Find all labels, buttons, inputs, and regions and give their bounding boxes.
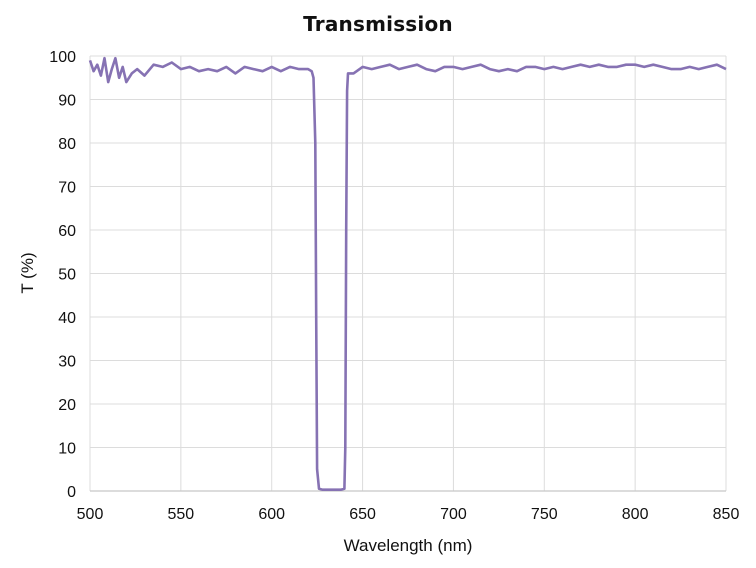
- x-tick-label: 800: [622, 506, 649, 523]
- x-tick-label: 750: [531, 506, 558, 523]
- y-axis-label: T (%): [18, 252, 37, 293]
- x-tick-label: 700: [440, 506, 467, 523]
- grid-lines: [89, 55, 727, 491]
- x-tick-label: 850: [713, 506, 740, 523]
- chart-title: Transmission: [303, 12, 453, 36]
- y-axis-ticks: 0 10 20 30 40 50 60 70 80 90 100: [49, 49, 76, 501]
- x-tick-label: 550: [168, 506, 195, 523]
- x-axis-label: Wavelength (nm): [344, 536, 473, 555]
- y-tick-label: 60: [58, 223, 76, 240]
- y-tick-label: 10: [58, 441, 76, 458]
- y-tick-label: 100: [49, 49, 76, 66]
- y-tick-label: 80: [58, 136, 76, 153]
- y-tick-label: 50: [58, 267, 76, 284]
- x-tick-label: 600: [258, 506, 285, 523]
- x-tick-label: 500: [77, 506, 104, 523]
- y-tick-label: 40: [58, 310, 76, 327]
- x-axis-ticks: 500 550 600 650 700 750 800 850: [77, 506, 740, 523]
- y-tick-label: 20: [58, 397, 76, 414]
- y-tick-label: 90: [58, 93, 76, 110]
- y-tick-label: 30: [58, 354, 76, 371]
- x-tick-label: 650: [349, 506, 376, 523]
- y-tick-label: 0: [67, 484, 76, 501]
- y-tick-label: 70: [58, 180, 76, 197]
- transmission-series-line: [88, 56, 727, 491]
